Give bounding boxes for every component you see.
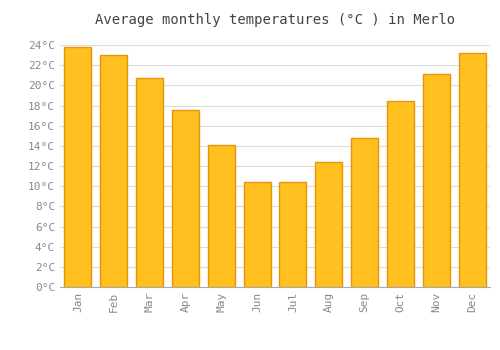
Bar xyxy=(64,47,92,287)
Bar xyxy=(172,110,199,287)
Bar xyxy=(136,78,163,287)
Bar xyxy=(387,100,414,287)
Bar xyxy=(316,162,342,287)
Bar xyxy=(351,138,378,287)
Title: Average monthly temperatures (°C ) in Merlo: Average monthly temperatures (°C ) in Me… xyxy=(95,13,455,27)
Bar xyxy=(423,74,450,287)
Bar xyxy=(208,145,234,287)
Bar xyxy=(100,55,127,287)
Bar xyxy=(280,182,306,287)
Bar xyxy=(244,182,270,287)
Bar xyxy=(458,53,485,287)
